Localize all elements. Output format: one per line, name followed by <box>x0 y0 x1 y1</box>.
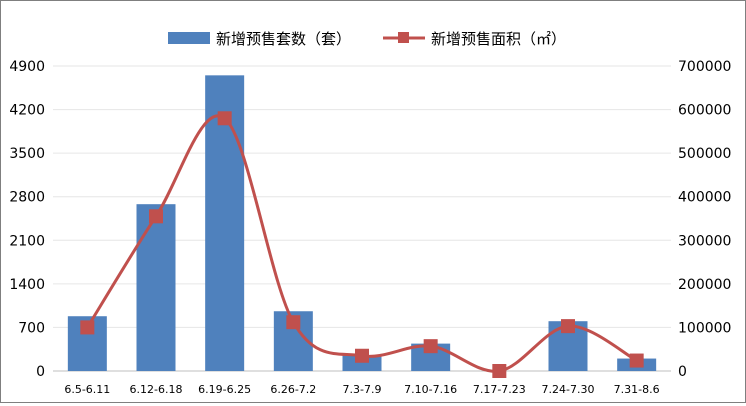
right-tick-label: 0 <box>678 364 687 380</box>
left-tick-label: 1400 <box>9 277 45 293</box>
line-marker <box>286 315 301 330</box>
right-tick-label: 200000 <box>678 277 731 293</box>
bar <box>136 204 176 371</box>
line-marker <box>492 364 507 378</box>
category-label: 6.12-6.18 <box>130 383 183 396</box>
right-tick-label: 300000 <box>678 233 731 249</box>
area-line <box>86 114 638 373</box>
right-tick-label: 100000 <box>678 320 731 336</box>
left-tick-label: 0 <box>36 364 45 380</box>
legend-label-units: 新增预售套数（套） <box>216 30 351 48</box>
bar-series <box>67 75 657 371</box>
legend-swatch-bar <box>168 32 210 44</box>
left-tick-label: 4900 <box>9 59 45 75</box>
left-axis-labels: 0 700 1400 2100 2800 3500 4200 4900 <box>9 59 45 380</box>
line-marker <box>80 320 95 335</box>
line-marker <box>423 339 438 354</box>
left-tick-label: 700 <box>18 320 45 336</box>
right-axis-labels: 0 100000 200000 300000 400000 500000 600000 700… <box>678 59 731 380</box>
category-label: 7.24-7.30 <box>542 383 595 396</box>
left-tick-label: 2100 <box>9 233 45 249</box>
line-marker <box>355 348 369 363</box>
left-tick-label: 2800 <box>9 190 45 206</box>
right-tick-label: 500000 <box>678 146 731 162</box>
category-label: 7.10-7.16 <box>404 383 457 396</box>
left-tick-label: 4200 <box>9 103 45 119</box>
category-label: 7.31-8.6 <box>614 383 660 396</box>
left-tick-label: 3500 <box>9 146 45 162</box>
legend-label-area: 新增预售面积（㎡） <box>431 30 566 48</box>
right-tick-label: 600000 <box>678 103 731 119</box>
category-label: 7.17-7.23 <box>473 383 526 396</box>
line-marker <box>629 353 644 368</box>
line-series <box>80 111 644 378</box>
bar <box>342 355 382 371</box>
legend: 新增预售套数（套） 新增预售面积（㎡） <box>168 30 566 48</box>
right-tick-label: 400000 <box>678 190 731 206</box>
line-marker <box>217 111 232 126</box>
category-label: 6.26-7.2 <box>270 383 316 396</box>
category-label: 6.5-6.11 <box>64 383 110 396</box>
category-labels: 6.5-6.11 6.12-6.18 6.19-6.25 6.26-7.2 7.3-7.… <box>64 383 659 396</box>
line-marker <box>149 209 163 224</box>
category-label: 6.19-6.25 <box>198 383 251 396</box>
line-marker <box>561 319 575 334</box>
legend-swatch-marker <box>398 32 409 43</box>
right-tick-label: 700000 <box>678 59 731 75</box>
category-label: 7.3-7.9 <box>343 383 382 396</box>
